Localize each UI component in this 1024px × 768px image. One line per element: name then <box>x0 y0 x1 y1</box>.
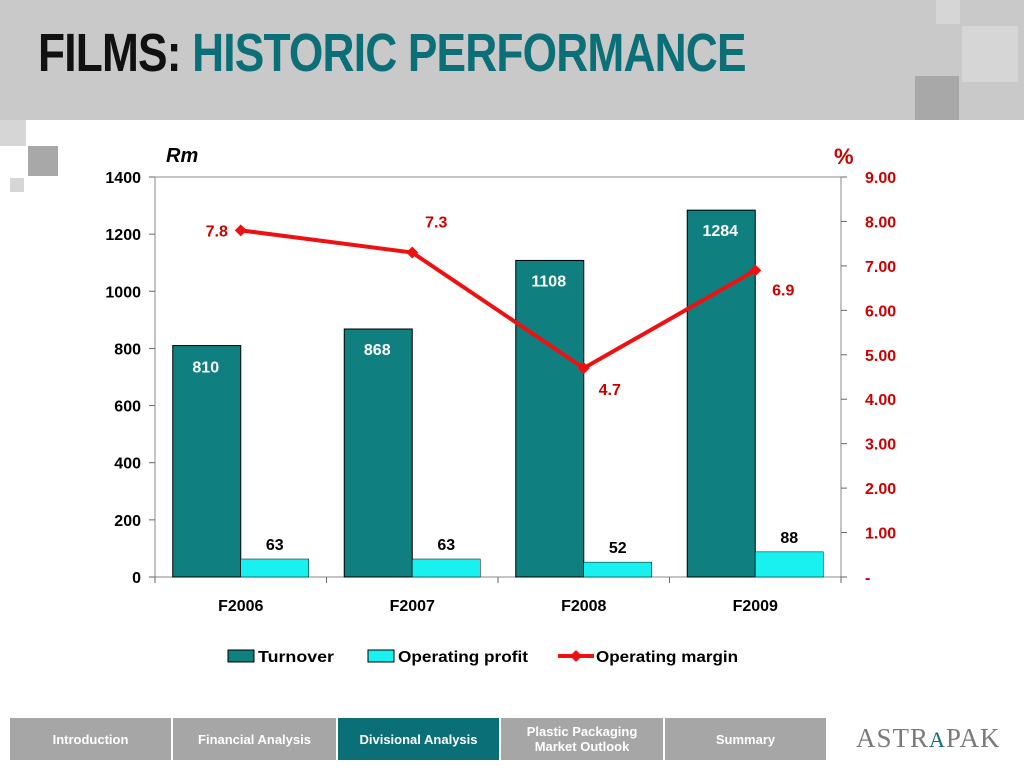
left-axis-tick-label: 600 <box>114 399 141 416</box>
logo-accent: A <box>929 727 946 752</box>
right-axis-tick-label: 8.00 <box>865 214 896 231</box>
title-prefix: FILMS: <box>38 23 181 83</box>
data-label-operating-profit: 52 <box>609 540 627 557</box>
astrapak-logo: ASTRAPAK <box>856 723 1000 754</box>
bar-operating-profit <box>240 558 309 578</box>
tab-divisional-analysis[interactable]: Divisional Analysis <box>338 718 501 760</box>
bar-turnover <box>515 259 585 578</box>
decorative-square <box>936 0 960 24</box>
logo-text-right: PAK <box>945 723 1001 753</box>
bar-operating-profit <box>755 551 824 578</box>
left-axis-tick-label: 400 <box>114 456 141 473</box>
data-label-operating-margin: 7.3 <box>425 215 447 232</box>
data-label-operating-profit: 63 <box>437 537 455 554</box>
films-performance-chart: 0 200 400 600 800 1000 1200 1400 - 1.00 2.00 3.00 4.… <box>105 144 896 666</box>
decorative-square <box>10 178 24 192</box>
x-axis-category-label: F2006 <box>218 598 263 615</box>
title-main: HISTORIC PERFORMANCE <box>192 23 746 83</box>
left-axis-tick-label: 1400 <box>105 170 141 187</box>
data-label-turnover: 868 <box>364 342 391 359</box>
legend-label-operating-profit: Operating profit <box>398 649 529 666</box>
logo-text-left: ASTR <box>856 723 930 753</box>
data-label-turnover: 1284 <box>702 223 738 240</box>
left-axis-tick-label: 200 <box>114 513 141 530</box>
marker-operating-margin <box>234 224 247 237</box>
right-axis-tick-label: 9.00 <box>865 170 896 187</box>
data-label-operating-profit: 63 <box>266 537 284 554</box>
left-axis-tick-label: 0 <box>132 570 141 587</box>
tab-label: Summary <box>715 731 776 747</box>
right-axis-tick-label: 1.00 <box>865 526 896 543</box>
marker-operating-margin <box>749 264 762 277</box>
data-label-operating-margin: 7.8 <box>206 223 228 240</box>
data-label-turnover: 1108 <box>531 273 566 290</box>
header-band <box>0 0 1024 120</box>
bar-operating-profit <box>412 558 481 578</box>
page-title: FILMS: HISTORIC PERFORMANCE <box>38 22 747 84</box>
right-axis-tick-label: 2.00 <box>865 481 896 498</box>
marker-operating-margin <box>406 246 419 259</box>
right-axis-tick-label: 5.00 <box>865 348 896 365</box>
right-axis-label: % <box>834 144 854 169</box>
bar-turnover <box>686 209 756 578</box>
left-axis-label: Rm <box>166 145 198 167</box>
legend-swatch-operating-profit <box>367 649 395 663</box>
decorative-square <box>915 76 959 120</box>
tab-financial-analysis[interactable]: Financial Analysis <box>173 718 338 760</box>
decorative-square <box>0 120 26 146</box>
marker-operating-margin <box>577 362 590 375</box>
data-label-turnover: 810 <box>192 360 219 377</box>
tab-label: Plastic Packaging Market Outlook <box>526 724 638 754</box>
tab-introduction[interactable]: Introduction <box>10 718 173 760</box>
right-axis-tick-label: 3.00 <box>865 437 896 454</box>
legend-marker-operating-margin <box>570 650 582 662</box>
decorative-square <box>962 26 1018 82</box>
right-axis-tick-label: 6.00 <box>865 303 896 320</box>
x-axis-category-label: F2007 <box>390 598 435 615</box>
data-label-operating-margin: 4.7 <box>599 382 621 399</box>
data-label-operating-margin: 6.9 <box>772 282 794 299</box>
right-axis-tick-label: 7.00 <box>865 259 896 276</box>
right-axis-tick-label: - <box>865 570 870 587</box>
left-axis-tick-label: 1200 <box>105 227 141 244</box>
bar-turnover <box>172 345 242 578</box>
line-operating-margin <box>240 228 757 371</box>
data-label-operating-profit: 88 <box>780 530 798 547</box>
decorative-square <box>28 146 58 176</box>
tab-label: Financial Analysis <box>198 731 311 747</box>
section-navigation: Introduction Financial Analysis Division… <box>10 718 828 760</box>
bar-turnover <box>343 328 413 578</box>
bar-operating-profit <box>583 561 652 578</box>
legend-swatch-turnover <box>227 649 255 663</box>
left-axis-tick-label: 800 <box>114 341 141 358</box>
tab-plastic-packaging-market-outlook[interactable]: Plastic Packaging Market Outlook <box>501 718 665 760</box>
tab-label: Introduction <box>52 731 129 747</box>
legend-label-turnover: Turnover <box>258 649 334 666</box>
tab-summary[interactable]: Summary <box>665 718 828 760</box>
left-axis-tick-label: 1000 <box>105 284 141 301</box>
x-axis-category-label: F2008 <box>561 598 606 615</box>
right-axis-tick-label: 4.00 <box>865 392 896 409</box>
x-axis-category-label: F2009 <box>733 598 778 615</box>
legend-label-operating-margin: Operating margin <box>596 649 738 666</box>
tab-label: Divisional Analysis <box>359 731 478 747</box>
